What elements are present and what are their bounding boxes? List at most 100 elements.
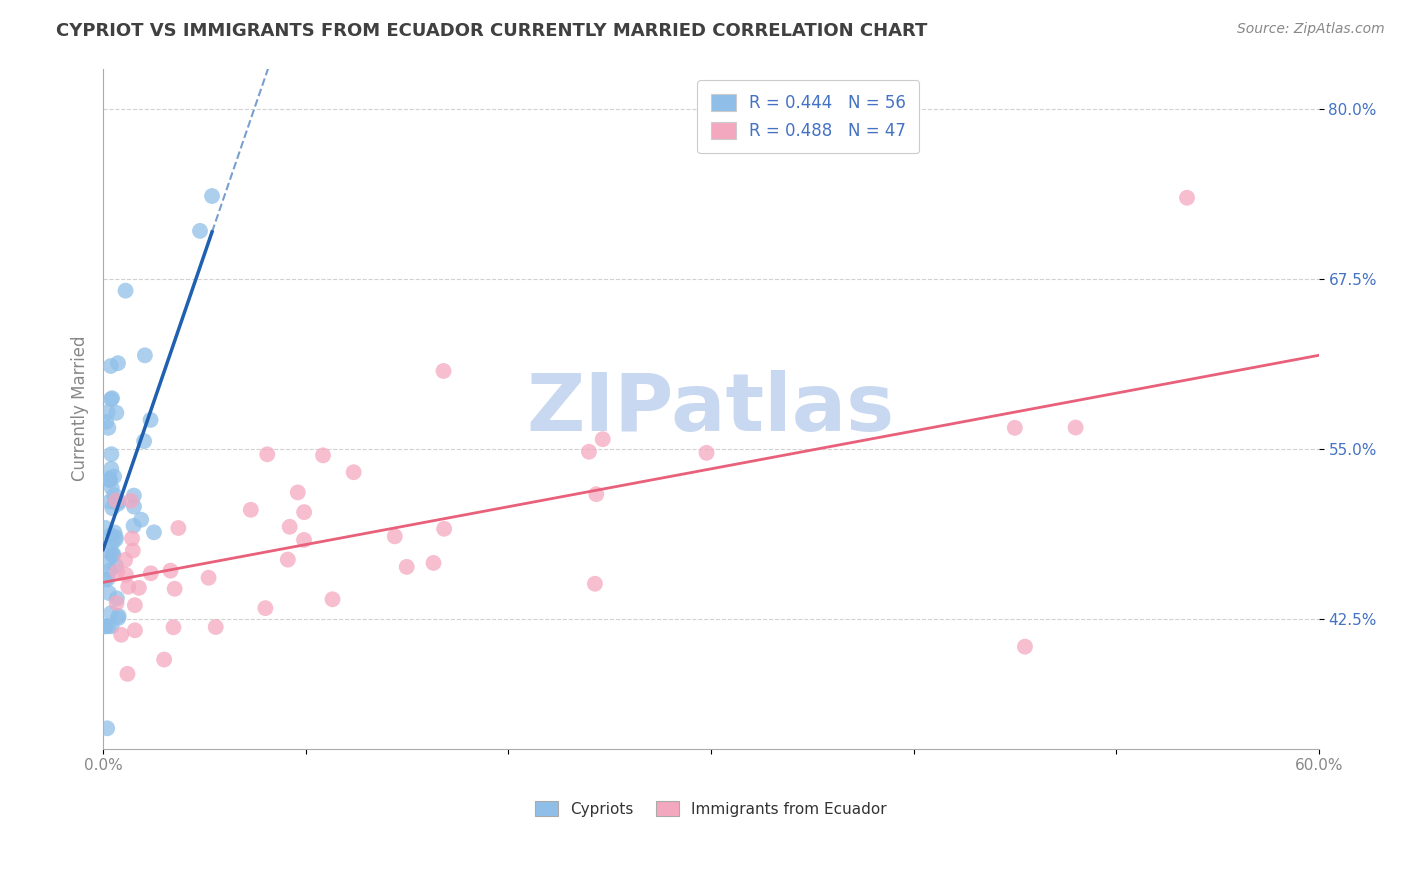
Point bbox=[1014, 640, 1036, 654]
Point bbox=[1004, 421, 1026, 435]
Point bbox=[107, 608, 129, 623]
Point bbox=[583, 576, 606, 591]
Point bbox=[94, 521, 117, 535]
Point bbox=[105, 406, 128, 420]
Point bbox=[114, 553, 136, 567]
Point bbox=[104, 494, 127, 508]
Point bbox=[107, 497, 129, 511]
Text: ZIPatlas: ZIPatlas bbox=[527, 369, 896, 448]
Point bbox=[98, 473, 121, 487]
Point bbox=[433, 522, 456, 536]
Y-axis label: Currently Married: Currently Married bbox=[72, 336, 89, 482]
Point bbox=[101, 548, 124, 562]
Point bbox=[93, 619, 115, 633]
Point bbox=[124, 598, 146, 612]
Point bbox=[256, 447, 278, 461]
Point bbox=[100, 461, 122, 475]
Point bbox=[395, 560, 418, 574]
Point bbox=[97, 421, 120, 435]
Point bbox=[139, 413, 162, 427]
Point bbox=[103, 469, 125, 483]
Point bbox=[122, 500, 145, 514]
Legend: Cypriots, Immigrants from Ecuador: Cypriots, Immigrants from Ecuador bbox=[529, 795, 893, 822]
Point bbox=[239, 503, 262, 517]
Point bbox=[101, 549, 124, 563]
Point bbox=[114, 284, 136, 298]
Point bbox=[103, 547, 125, 561]
Point bbox=[292, 533, 315, 547]
Point bbox=[103, 488, 125, 502]
Point bbox=[122, 489, 145, 503]
Point bbox=[100, 619, 122, 633]
Point bbox=[97, 586, 120, 600]
Point bbox=[100, 359, 122, 373]
Point bbox=[343, 465, 366, 479]
Point bbox=[107, 356, 129, 370]
Point bbox=[163, 582, 186, 596]
Point bbox=[128, 581, 150, 595]
Point bbox=[103, 525, 125, 540]
Point bbox=[97, 619, 120, 633]
Text: CYPRIOT VS IMMIGRANTS FROM ECUADOR CURRENTLY MARRIED CORRELATION CHART: CYPRIOT VS IMMIGRANTS FROM ECUADOR CURRE… bbox=[56, 22, 928, 40]
Point bbox=[97, 405, 120, 419]
Point bbox=[696, 446, 718, 460]
Point bbox=[105, 591, 128, 606]
Point bbox=[122, 519, 145, 533]
Point bbox=[201, 189, 224, 203]
Point bbox=[254, 601, 277, 615]
Point bbox=[124, 624, 146, 638]
Point bbox=[100, 447, 122, 461]
Point bbox=[105, 596, 128, 610]
Point bbox=[188, 224, 211, 238]
Point bbox=[422, 556, 444, 570]
Point bbox=[312, 448, 335, 462]
Point bbox=[117, 666, 139, 681]
Point bbox=[585, 487, 607, 501]
Point bbox=[153, 652, 176, 666]
Point bbox=[115, 568, 138, 582]
Point bbox=[384, 529, 406, 543]
Point bbox=[94, 619, 117, 633]
Point bbox=[101, 391, 124, 405]
Point bbox=[321, 592, 343, 607]
Point bbox=[96, 415, 118, 429]
Point bbox=[105, 493, 128, 508]
Point bbox=[278, 520, 301, 534]
Point bbox=[432, 364, 454, 378]
Point bbox=[121, 543, 143, 558]
Point bbox=[98, 473, 121, 487]
Text: Source: ZipAtlas.com: Source: ZipAtlas.com bbox=[1237, 22, 1385, 37]
Point bbox=[120, 493, 142, 508]
Point bbox=[132, 434, 155, 449]
Point bbox=[159, 564, 181, 578]
Point bbox=[107, 611, 129, 625]
Point bbox=[162, 620, 184, 634]
Point bbox=[96, 721, 118, 735]
Point bbox=[287, 485, 309, 500]
Point bbox=[592, 432, 614, 446]
Point bbox=[1175, 191, 1198, 205]
Point bbox=[197, 571, 219, 585]
Point bbox=[129, 513, 152, 527]
Point bbox=[105, 565, 128, 579]
Point bbox=[101, 501, 124, 516]
Point bbox=[94, 572, 117, 586]
Point bbox=[167, 521, 190, 535]
Point bbox=[1064, 420, 1087, 434]
Point bbox=[100, 528, 122, 542]
Point bbox=[204, 620, 226, 634]
Point bbox=[117, 580, 139, 594]
Point bbox=[104, 533, 127, 547]
Point bbox=[98, 471, 121, 485]
Point bbox=[110, 628, 132, 642]
Point bbox=[100, 392, 122, 406]
Point bbox=[97, 543, 120, 558]
Point bbox=[108, 494, 131, 508]
Point bbox=[100, 606, 122, 620]
Point bbox=[100, 481, 122, 495]
Point bbox=[134, 348, 156, 362]
Point bbox=[578, 444, 600, 458]
Point bbox=[96, 572, 118, 586]
Point bbox=[98, 494, 121, 508]
Point bbox=[292, 505, 315, 519]
